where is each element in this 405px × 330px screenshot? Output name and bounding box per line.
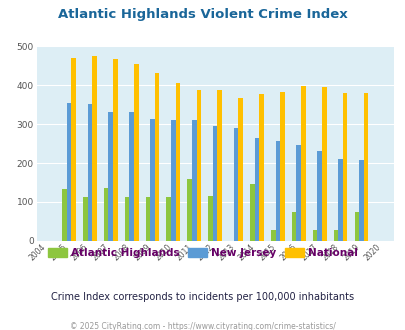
Bar (342, 93, 347, 241)
Bar (192, 120, 196, 241)
Bar (187, 179, 192, 241)
Bar (249, 184, 254, 241)
Bar (92, 56, 96, 241)
Text: Atlantic Highlands Violent Crime Index: Atlantic Highlands Violent Crime Index (58, 8, 347, 21)
Bar (279, 92, 284, 241)
Bar (66, 103, 71, 241)
Bar (301, 86, 305, 241)
Bar (270, 230, 275, 241)
Bar (363, 93, 367, 241)
Bar (259, 94, 263, 241)
Bar (83, 197, 87, 241)
Bar (312, 230, 317, 241)
Bar (296, 145, 301, 241)
Bar (275, 141, 279, 241)
Bar (212, 126, 217, 241)
Bar (71, 58, 76, 241)
Bar (129, 113, 134, 241)
Bar (317, 151, 321, 241)
Bar (134, 64, 138, 241)
Bar (150, 119, 154, 241)
Text: © 2025 CityRating.com - https://www.cityrating.com/crime-statistics/: © 2025 CityRating.com - https://www.city… (70, 322, 335, 330)
Bar (333, 230, 337, 241)
Bar (208, 196, 212, 241)
Text: Crime Index corresponds to incidents per 100,000 inhabitants: Crime Index corresponds to incidents per… (51, 292, 354, 302)
Bar (358, 160, 363, 241)
Bar (254, 139, 259, 241)
Bar (321, 87, 326, 241)
Bar (124, 197, 129, 241)
Bar (104, 188, 108, 241)
Bar (145, 197, 150, 241)
Bar (166, 197, 171, 241)
Bar (337, 159, 342, 241)
Bar (87, 104, 92, 241)
Bar (113, 59, 117, 241)
Bar (354, 213, 358, 241)
Bar (196, 90, 201, 241)
Bar (233, 128, 238, 241)
Bar (217, 90, 222, 241)
Bar (62, 189, 66, 241)
Bar (175, 83, 180, 241)
Bar (108, 113, 113, 241)
Bar (238, 98, 242, 241)
Bar (154, 73, 159, 241)
Bar (291, 212, 296, 241)
Legend: Atlantic Highlands, New Jersey, National: Atlantic Highlands, New Jersey, National (44, 244, 361, 262)
Bar (171, 120, 175, 241)
